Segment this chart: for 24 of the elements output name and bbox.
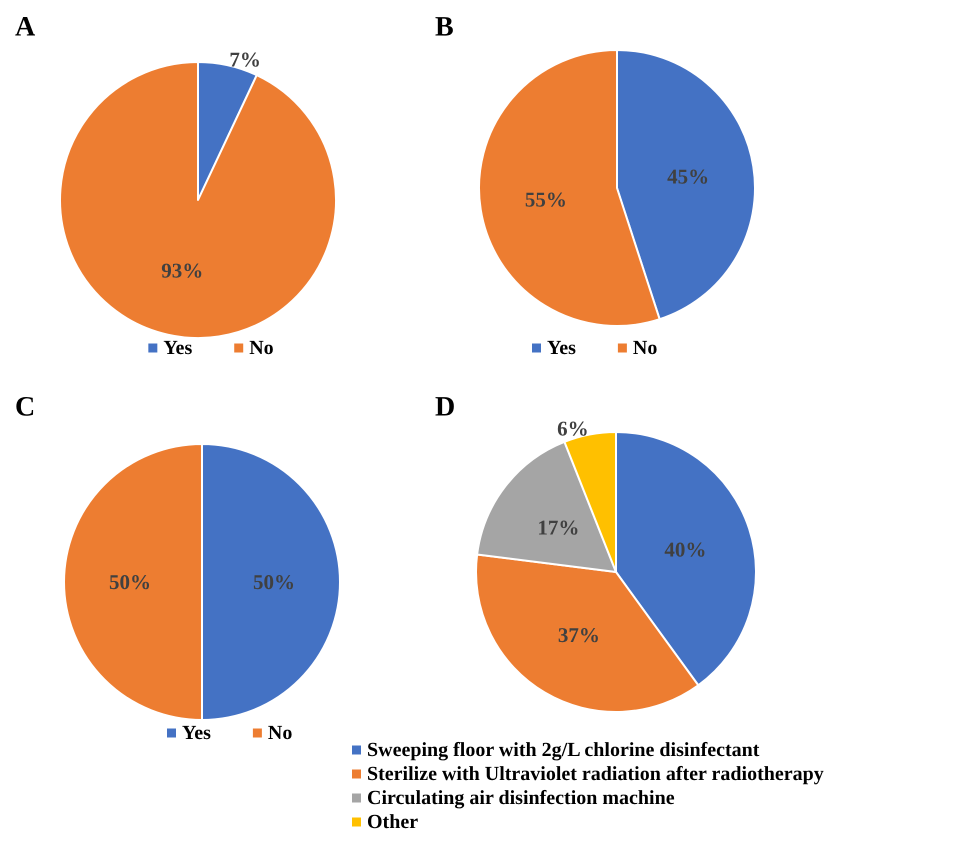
legend-label: No	[632, 337, 658, 359]
data-label: 50%	[253, 570, 295, 594]
legend-label: Yes	[163, 337, 192, 359]
data-label: 93%	[161, 258, 204, 282]
chart-title: C	[15, 392, 36, 422]
data-label: 55%	[524, 187, 567, 212]
legend-label: Other	[367, 811, 418, 833]
data-label: 7%	[229, 47, 261, 72]
chart-title: D	[435, 392, 456, 422]
legend-label: Yes	[547, 337, 576, 359]
legend-label: No	[249, 337, 274, 359]
legend-label: Sweeping floor with 2g/L chlorine disinfectant	[367, 739, 760, 761]
data-label: 45%	[667, 164, 710, 189]
legend-label: Circulating air disinfection machine	[367, 787, 675, 809]
chart-title: B	[435, 12, 454, 42]
legend-label: Yes	[182, 722, 212, 744]
data-label: 6%	[557, 416, 589, 441]
data-label: 50%	[109, 570, 151, 594]
legend-label: Sterilize with Ultraviolet radiation after radiotherapy	[367, 763, 824, 785]
data-label: 17%	[537, 515, 580, 540]
data-label: 37%	[558, 622, 600, 647]
legend-label: No	[268, 722, 292, 744]
chart-title: A	[15, 12, 36, 42]
data-label: 40%	[664, 537, 706, 562]
